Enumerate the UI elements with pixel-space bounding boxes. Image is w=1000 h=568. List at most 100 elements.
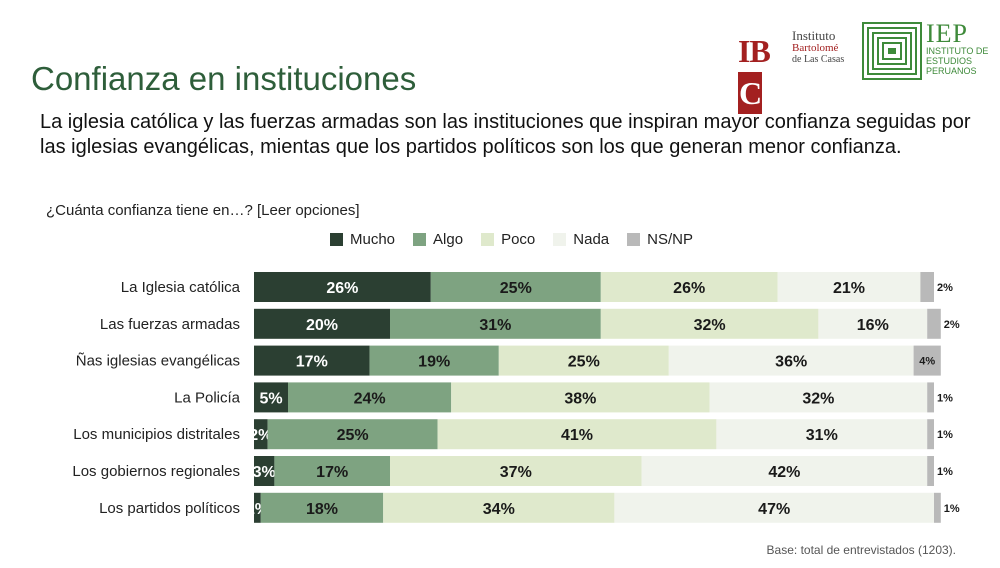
data-label: 25% xyxy=(568,354,600,371)
bar-segment-poco xyxy=(498,345,669,376)
bar-segment-algo xyxy=(288,382,452,413)
bar-segment-nsnp xyxy=(927,419,934,450)
data-label: 20% xyxy=(306,317,338,334)
bar-segment-mucho xyxy=(254,308,390,339)
category-label: Los municipios distritales xyxy=(73,426,240,443)
data-label: 17% xyxy=(316,464,348,481)
legend-label: NS/NP xyxy=(647,230,693,248)
data-label: 34% xyxy=(483,501,515,518)
ibc-line-1: Instituto xyxy=(792,28,836,43)
data-label: 1% xyxy=(944,503,960,515)
data-label: 32% xyxy=(802,390,834,407)
bar-segment-algo xyxy=(390,308,601,339)
category-label: La Iglesia católica xyxy=(121,279,241,296)
legend-item-2: Poco xyxy=(481,230,535,248)
category-label: Los gobiernos regionales xyxy=(72,463,240,480)
ibc-line-3: de Las Casas xyxy=(792,54,845,65)
data-label: 16% xyxy=(857,317,889,334)
legend-swatch xyxy=(627,232,641,246)
bar-segment-nsnp xyxy=(927,308,941,339)
category-label: Ñas iglesias evangélicas xyxy=(76,353,240,370)
ibc-logo: IBC xyxy=(738,30,790,114)
data-label: 18% xyxy=(306,501,338,518)
bar-segment-nada xyxy=(614,492,934,523)
bar-segment-nada xyxy=(777,272,921,302)
iep-logo-icon xyxy=(862,22,922,80)
bar-segment-algo xyxy=(260,492,384,523)
ibc-logo-text: Instituto Bartolomé de Las Casas xyxy=(792,28,845,66)
ibc-line-2: Bartolomé xyxy=(792,42,839,54)
legend-swatch xyxy=(553,232,567,246)
bar-segment-algo xyxy=(274,456,390,486)
bar-segment-nada xyxy=(668,345,914,376)
bar-segment-mucho xyxy=(254,456,275,486)
category-label: Los partidos políticos xyxy=(99,500,240,517)
iep-logo-text: IEP INSTITUTO DE ESTUDIOS PERUANOS xyxy=(926,19,989,77)
data-label: 41% xyxy=(561,427,593,444)
data-label: 2% xyxy=(944,319,960,331)
legend-item-0: Mucho xyxy=(330,230,395,248)
iep-line-1: INSTITUTO DE xyxy=(926,46,989,56)
bar-segment-poco xyxy=(383,492,615,523)
bar-segment-nsnp xyxy=(927,382,934,413)
legend-item-1: Algo xyxy=(413,230,463,248)
data-label: 36% xyxy=(775,354,807,371)
data-label: 24% xyxy=(354,390,386,407)
bar-segment-nsnp xyxy=(927,456,934,486)
data-label: 1% xyxy=(937,392,953,404)
data-label: 3% xyxy=(253,464,276,481)
data-label: 17% xyxy=(296,354,328,371)
legend-label: Nada xyxy=(573,230,610,248)
data-label: 31% xyxy=(806,427,838,444)
bar-segment-nsnp xyxy=(934,492,941,523)
bar-segment-nada xyxy=(709,382,928,413)
data-label: 47% xyxy=(758,501,790,518)
data-label: 26% xyxy=(326,280,358,297)
data-label: 4% xyxy=(919,356,935,368)
bar-segment-poco xyxy=(600,308,819,339)
page-title: Confianza en instituciones xyxy=(31,60,417,98)
data-label: 1% xyxy=(937,466,953,478)
footnote: Base: total de entrevistados (1203). xyxy=(766,543,956,557)
data-label: 19% xyxy=(418,354,450,371)
data-label: 38% xyxy=(564,390,596,407)
bar-segment-mucho xyxy=(254,419,268,450)
data-label: 31% xyxy=(479,317,511,334)
iep-abbr: IEP xyxy=(926,19,968,48)
data-label: 2% xyxy=(937,282,953,294)
data-label: 42% xyxy=(768,464,800,481)
bar-segment-mucho xyxy=(254,382,288,413)
bar-segment-algo xyxy=(430,272,601,302)
legend-swatch xyxy=(330,232,343,246)
ibc-logo-c: C xyxy=(738,72,762,114)
iep-line-3: PERUANOS xyxy=(926,66,977,76)
legend-label: Algo xyxy=(433,230,464,248)
legend-label: Poco xyxy=(501,230,536,248)
data-label: 32% xyxy=(694,317,726,334)
chart-legend: Mucho Algo Poco Nada NS/NP xyxy=(330,230,693,248)
category-label: La Policía xyxy=(174,389,241,406)
bar-segment-mucho xyxy=(254,272,431,302)
bar-segment-mucho xyxy=(254,492,261,523)
data-label: 1% xyxy=(937,429,953,441)
survey-question: ¿Cuánta confianza tiene en…? [Leer opcio… xyxy=(46,202,360,219)
legend-item-4: NS/NP xyxy=(627,230,693,248)
ibc-logo-letters: IB xyxy=(738,33,771,69)
legend-swatch xyxy=(413,232,427,246)
data-label: 26% xyxy=(673,280,705,297)
data-label: 25% xyxy=(500,280,532,297)
legend-swatch xyxy=(481,232,495,246)
legend-label: Mucho xyxy=(350,230,396,248)
bar-segment-nsnp xyxy=(920,272,934,302)
chart-subtitle: La iglesia católica y las fuerzas armada… xyxy=(40,111,971,158)
logos: IBC Instituto Bartolomé de Las Casas IEP… xyxy=(736,19,990,114)
bar-segment-poco xyxy=(451,382,710,413)
bar-segment-poco xyxy=(437,419,717,450)
bar-segment-nsnp xyxy=(913,345,941,376)
bar-segment-poco xyxy=(390,456,642,486)
data-label: 5% xyxy=(259,390,282,407)
bar-segment-algo xyxy=(369,345,499,376)
data-label: 37% xyxy=(500,464,532,481)
bar-segment-algo xyxy=(267,419,438,450)
